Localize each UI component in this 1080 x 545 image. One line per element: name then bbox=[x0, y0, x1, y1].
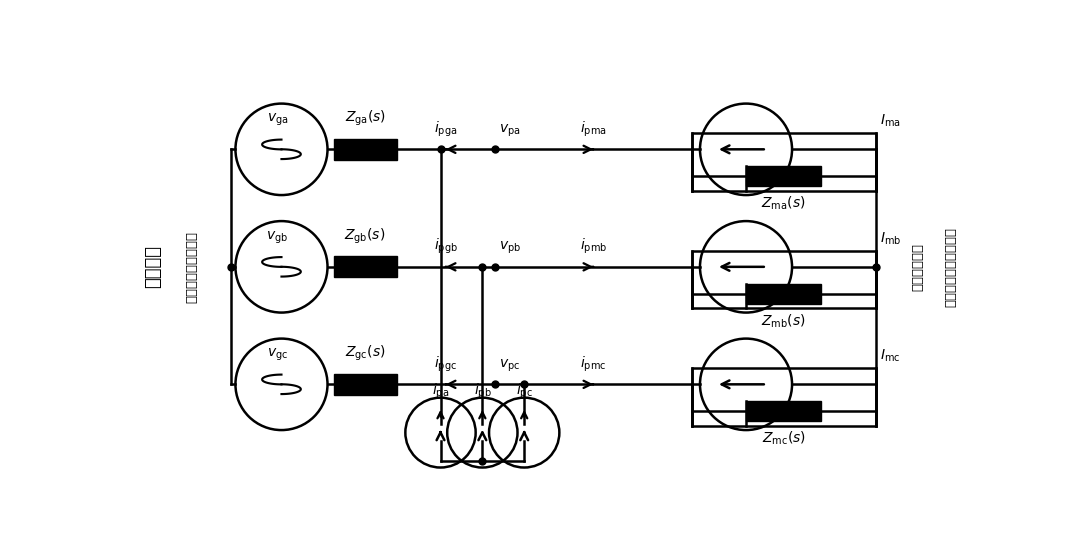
Text: $i_{\rm pa}$: $i_{\rm pa}$ bbox=[432, 382, 449, 401]
Text: $I_{\rm ma}$: $I_{\rm ma}$ bbox=[880, 113, 901, 129]
Text: $i_{\rm pc}$: $i_{\rm pc}$ bbox=[516, 382, 532, 401]
Text: $v_{\rm pc}$: $v_{\rm pc}$ bbox=[499, 358, 521, 374]
Text: $v_{\rm gc}$: $v_{\rm gc}$ bbox=[267, 347, 288, 363]
Bar bbox=[746, 166, 821, 186]
Text: $Z_{\rm ga}(s)$: $Z_{\rm ga}(s)$ bbox=[345, 109, 386, 128]
Text: $v_{\rm ga}$: $v_{\rm ga}$ bbox=[267, 112, 288, 128]
Text: $I_{\rm mc}$: $I_{\rm mc}$ bbox=[880, 348, 901, 364]
Text: 谐波联类电源: 谐波联类电源 bbox=[912, 243, 924, 291]
Text: $v_{\rm gb}$: $v_{\rm gb}$ bbox=[267, 229, 288, 246]
Text: $Z_{\rm gc}(s)$: $Z_{\rm gc}(s)$ bbox=[345, 344, 386, 364]
Text: $i_{\rm pga}$: $i_{\rm pga}$ bbox=[434, 119, 458, 139]
Text: $i_{\rm pma}$: $i_{\rm pma}$ bbox=[580, 119, 607, 139]
Text: $i_{\rm pb}$: $i_{\rm pb}$ bbox=[473, 382, 491, 401]
Bar bbox=[334, 374, 396, 395]
Text: $v_{\rm pa}$: $v_{\rm pa}$ bbox=[499, 123, 521, 139]
Text: $i_{\rm pgb}$: $i_{\rm pgb}$ bbox=[434, 237, 458, 256]
Text: $Z_{\rm gb}(s)$: $Z_{\rm gb}(s)$ bbox=[345, 227, 386, 246]
Text: 测量设备等效电路模型: 测量设备等效电路模型 bbox=[945, 227, 958, 307]
Text: $i_{\rm pgc}$: $i_{\rm pgc}$ bbox=[434, 355, 457, 374]
Bar bbox=[334, 256, 396, 277]
Text: $i_{\rm pmb}$: $i_{\rm pmb}$ bbox=[580, 237, 607, 256]
Text: $i_{\rm pmc}$: $i_{\rm pmc}$ bbox=[580, 355, 606, 374]
Text: 交流电网: 交流电网 bbox=[145, 245, 162, 288]
Text: $v_{\rm pb}$: $v_{\rm pb}$ bbox=[499, 240, 522, 256]
Text: 戴维南等效电路模型: 戴维南等效电路模型 bbox=[186, 231, 199, 303]
Bar bbox=[746, 284, 821, 304]
Bar bbox=[746, 401, 821, 421]
Bar bbox=[334, 139, 396, 160]
Text: $Z_{\rm mc}(s)$: $Z_{\rm mc}(s)$ bbox=[761, 430, 806, 447]
Text: $Z_{\rm ma}(s)$: $Z_{\rm ma}(s)$ bbox=[761, 195, 806, 212]
Text: $Z_{\rm mb}(s)$: $Z_{\rm mb}(s)$ bbox=[761, 312, 806, 330]
Text: $I_{\rm mb}$: $I_{\rm mb}$ bbox=[880, 231, 901, 247]
